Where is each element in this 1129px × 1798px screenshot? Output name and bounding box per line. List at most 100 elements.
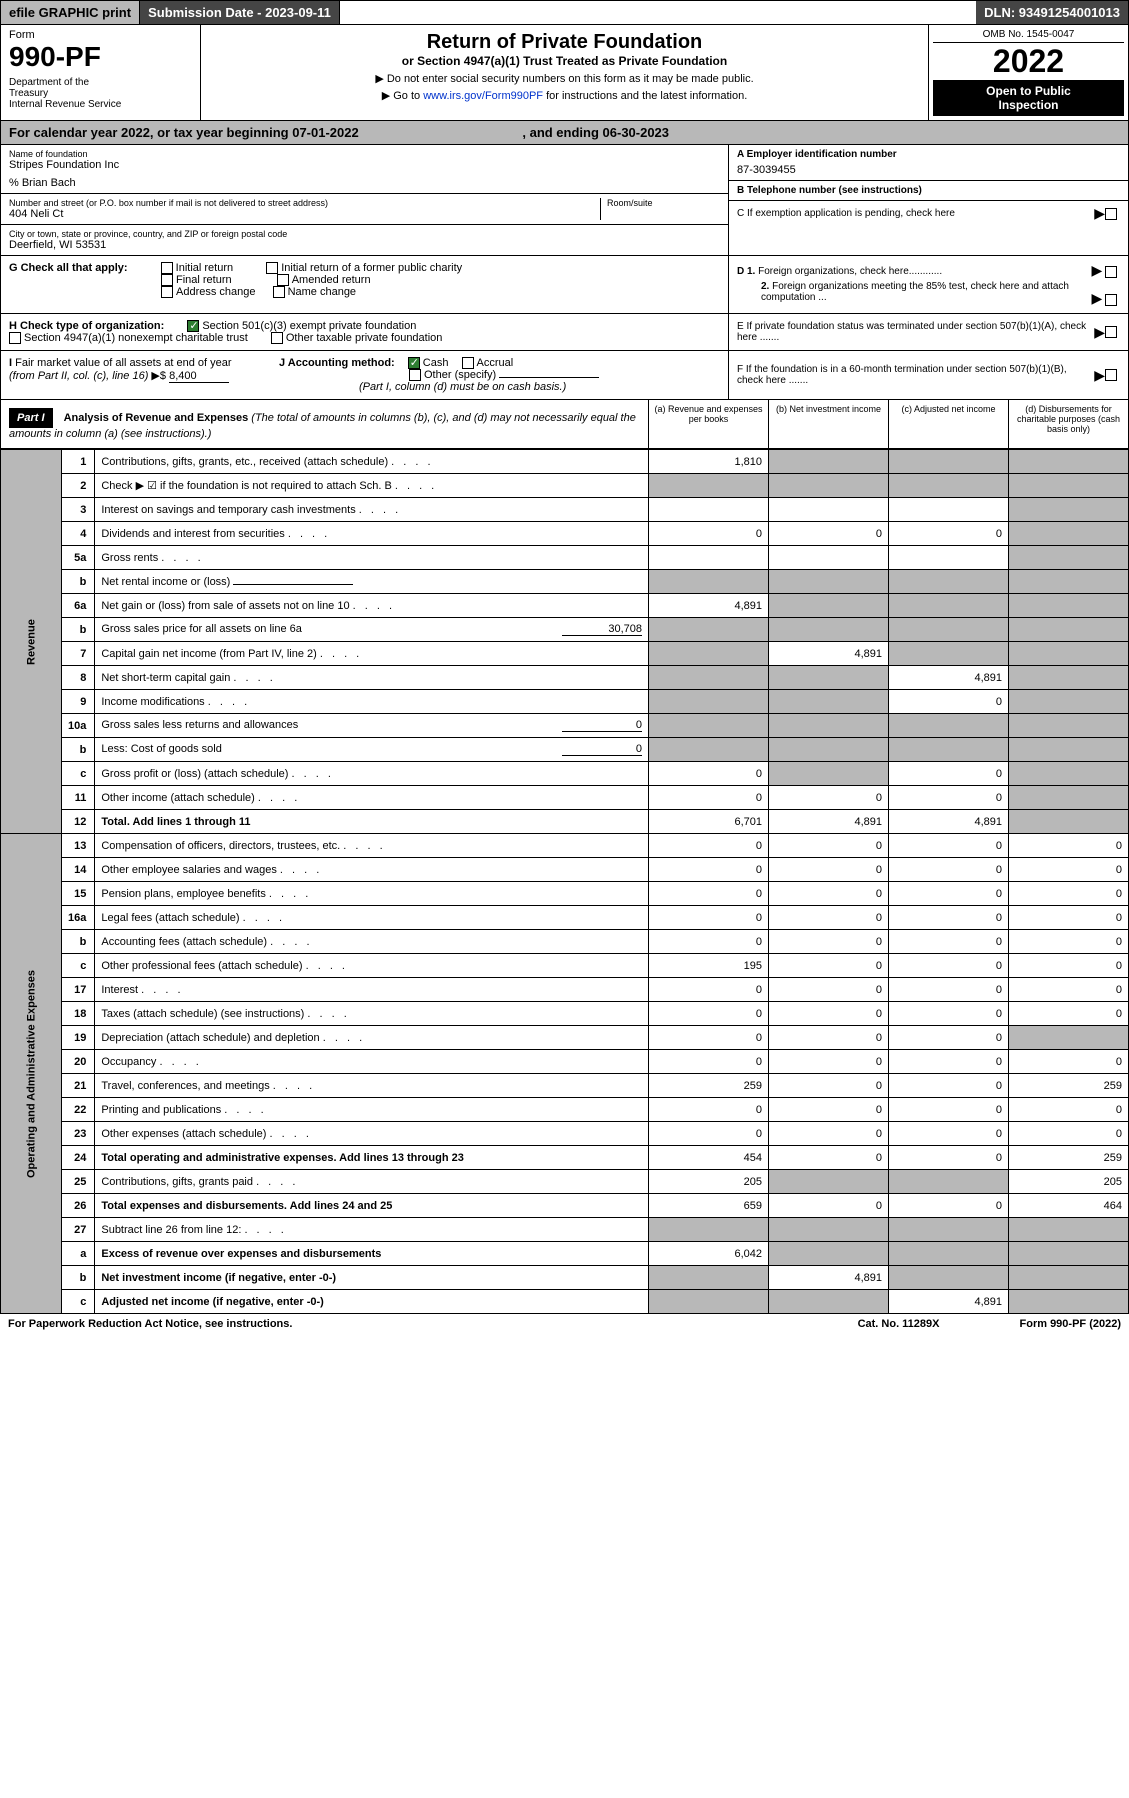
checkbox-501c3[interactable] — [187, 320, 199, 332]
cell-a: 0 — [649, 1122, 769, 1146]
footer-left: For Paperwork Reduction Act Notice, see … — [8, 1318, 292, 1330]
line-desc: Interest on savings and temporary cash i… — [95, 498, 649, 522]
line-desc: Travel, conferences, and meetings . . . … — [95, 1074, 649, 1098]
cell-b: 0 — [769, 834, 889, 858]
cell-d — [1009, 642, 1129, 666]
line-number: 3 — [62, 498, 95, 522]
cell-d: 259 — [1009, 1146, 1129, 1170]
checkbox-f[interactable] — [1105, 369, 1117, 381]
cell-b: 0 — [769, 906, 889, 930]
checkbox-final-return[interactable] — [161, 274, 173, 286]
cell-d: 0 — [1009, 1050, 1129, 1074]
line-desc: Total operating and administrative expen… — [95, 1146, 649, 1170]
table-row: bNet investment income (if negative, ent… — [1, 1266, 1129, 1290]
checkbox-initial-public[interactable] — [266, 262, 278, 274]
line-desc: Income modifications . . . . — [95, 690, 649, 714]
cell-c — [889, 618, 1009, 642]
ein-label: A Employer identification number — [737, 149, 1120, 160]
cell-b — [769, 498, 889, 522]
cell-d: 0 — [1009, 906, 1129, 930]
cell-a — [649, 1218, 769, 1242]
line-number: c — [62, 762, 95, 786]
cell-c: 0 — [889, 858, 1009, 882]
cell-a — [649, 642, 769, 666]
line-desc: Total. Add lines 1 through 11 — [95, 810, 649, 834]
checkbox-name-change[interactable] — [273, 286, 285, 298]
opt-cash: Cash — [423, 357, 449, 369]
line-number: 27 — [62, 1218, 95, 1242]
cell-c — [889, 474, 1009, 498]
cell-a: 259 — [649, 1074, 769, 1098]
foundation-info: Name of foundation Stripes Foundation In… — [0, 145, 1129, 256]
cell-b: 0 — [769, 1194, 889, 1218]
checkbox-4947[interactable] — [9, 332, 21, 344]
checkbox-address-change[interactable] — [161, 286, 173, 298]
table-row: Operating and Administrative Expenses13C… — [1, 834, 1129, 858]
cell-a: 6,042 — [649, 1242, 769, 1266]
cell-b — [769, 714, 889, 738]
cell-b: 0 — [769, 786, 889, 810]
line-desc: Net rental income or (loss) — [95, 570, 649, 594]
opt-other-method: Other (specify) — [424, 369, 496, 381]
cell-b: 0 — [769, 1002, 889, 1026]
cell-b — [769, 1242, 889, 1266]
line-number: a — [62, 1242, 95, 1266]
form-label: Form — [9, 29, 192, 41]
cell-c: 0 — [889, 906, 1009, 930]
table-row: Revenue1Contributions, gifts, grants, et… — [1, 450, 1129, 474]
table-row: 24Total operating and administrative exp… — [1, 1146, 1129, 1170]
checkbox-d2[interactable] — [1105, 294, 1117, 306]
cell-a: 0 — [649, 786, 769, 810]
cell-a: 0 — [649, 1050, 769, 1074]
cell-c: 4,891 — [889, 666, 1009, 690]
opt-initial-return: Initial return — [176, 262, 233, 274]
cell-b — [769, 738, 889, 762]
section-h-row: H Check type of organization: Section 50… — [0, 314, 1129, 351]
cell-b: 0 — [769, 1050, 889, 1074]
j-note: (Part I, column (d) must be on cash basi… — [359, 381, 566, 393]
line-desc: Gross profit or (loss) (attach schedule)… — [95, 762, 649, 786]
arrow-icon: ▶ — [1094, 324, 1105, 341]
efile-print-label[interactable]: efile GRAPHIC print — [1, 1, 140, 24]
opt-address-change: Address change — [176, 286, 256, 298]
line-number: 10a — [62, 714, 95, 738]
line-desc: Interest . . . . — [95, 978, 649, 1002]
cell-c: 0 — [889, 522, 1009, 546]
checkbox-other-method[interactable] — [409, 369, 421, 381]
checkbox-accrual[interactable] — [462, 357, 474, 369]
line-desc: Other employee salaries and wages . . . … — [95, 858, 649, 882]
cell-b — [769, 450, 889, 474]
line-desc: Compensation of officers, directors, tru… — [95, 834, 649, 858]
line-desc: Net investment income (if negative, ente… — [95, 1266, 649, 1290]
col-d-header: (d) Disbursements for charitable purpose… — [1008, 400, 1128, 448]
checkbox-cash[interactable] — [408, 357, 420, 369]
cell-d — [1009, 690, 1129, 714]
submission-date: Submission Date - 2023-09-11 — [140, 1, 340, 24]
section-ij-row: I Fair market value of all assets at end… — [0, 351, 1129, 400]
line-number: 5a — [62, 546, 95, 570]
cell-c: 0 — [889, 954, 1009, 978]
line-number: 18 — [62, 1002, 95, 1026]
checkbox-other-taxable[interactable] — [271, 332, 283, 344]
line-desc: Pension plans, employee benefits . . . . — [95, 882, 649, 906]
cell-a: 0 — [649, 906, 769, 930]
cell-a: 0 — [649, 1002, 769, 1026]
expenses-sidelabel: Operating and Administrative Expenses — [1, 834, 62, 1314]
f-label: F If the foundation is in a 60-month ter… — [737, 364, 1094, 386]
exemption-checkbox[interactable] — [1105, 208, 1117, 220]
cell-c — [889, 714, 1009, 738]
checkbox-d1[interactable] — [1105, 266, 1117, 278]
form-header: Form 990-PF Department of theTreasuryInt… — [0, 25, 1129, 121]
checkbox-e[interactable] — [1105, 326, 1117, 338]
cell-c: 0 — [889, 1050, 1009, 1074]
form-link[interactable]: www.irs.gov/Form990PF — [423, 90, 543, 102]
arrow-icon: ▶ — [1094, 367, 1105, 384]
cell-d: 464 — [1009, 1194, 1129, 1218]
checkbox-initial-return[interactable] — [161, 262, 173, 274]
line-desc: Capital gain net income (from Part IV, l… — [95, 642, 649, 666]
line-number: 23 — [62, 1122, 95, 1146]
cell-d — [1009, 546, 1129, 570]
checkbox-amended[interactable] — [277, 274, 289, 286]
col-b-header: (b) Net investment income — [768, 400, 888, 448]
cell-c: 0 — [889, 978, 1009, 1002]
